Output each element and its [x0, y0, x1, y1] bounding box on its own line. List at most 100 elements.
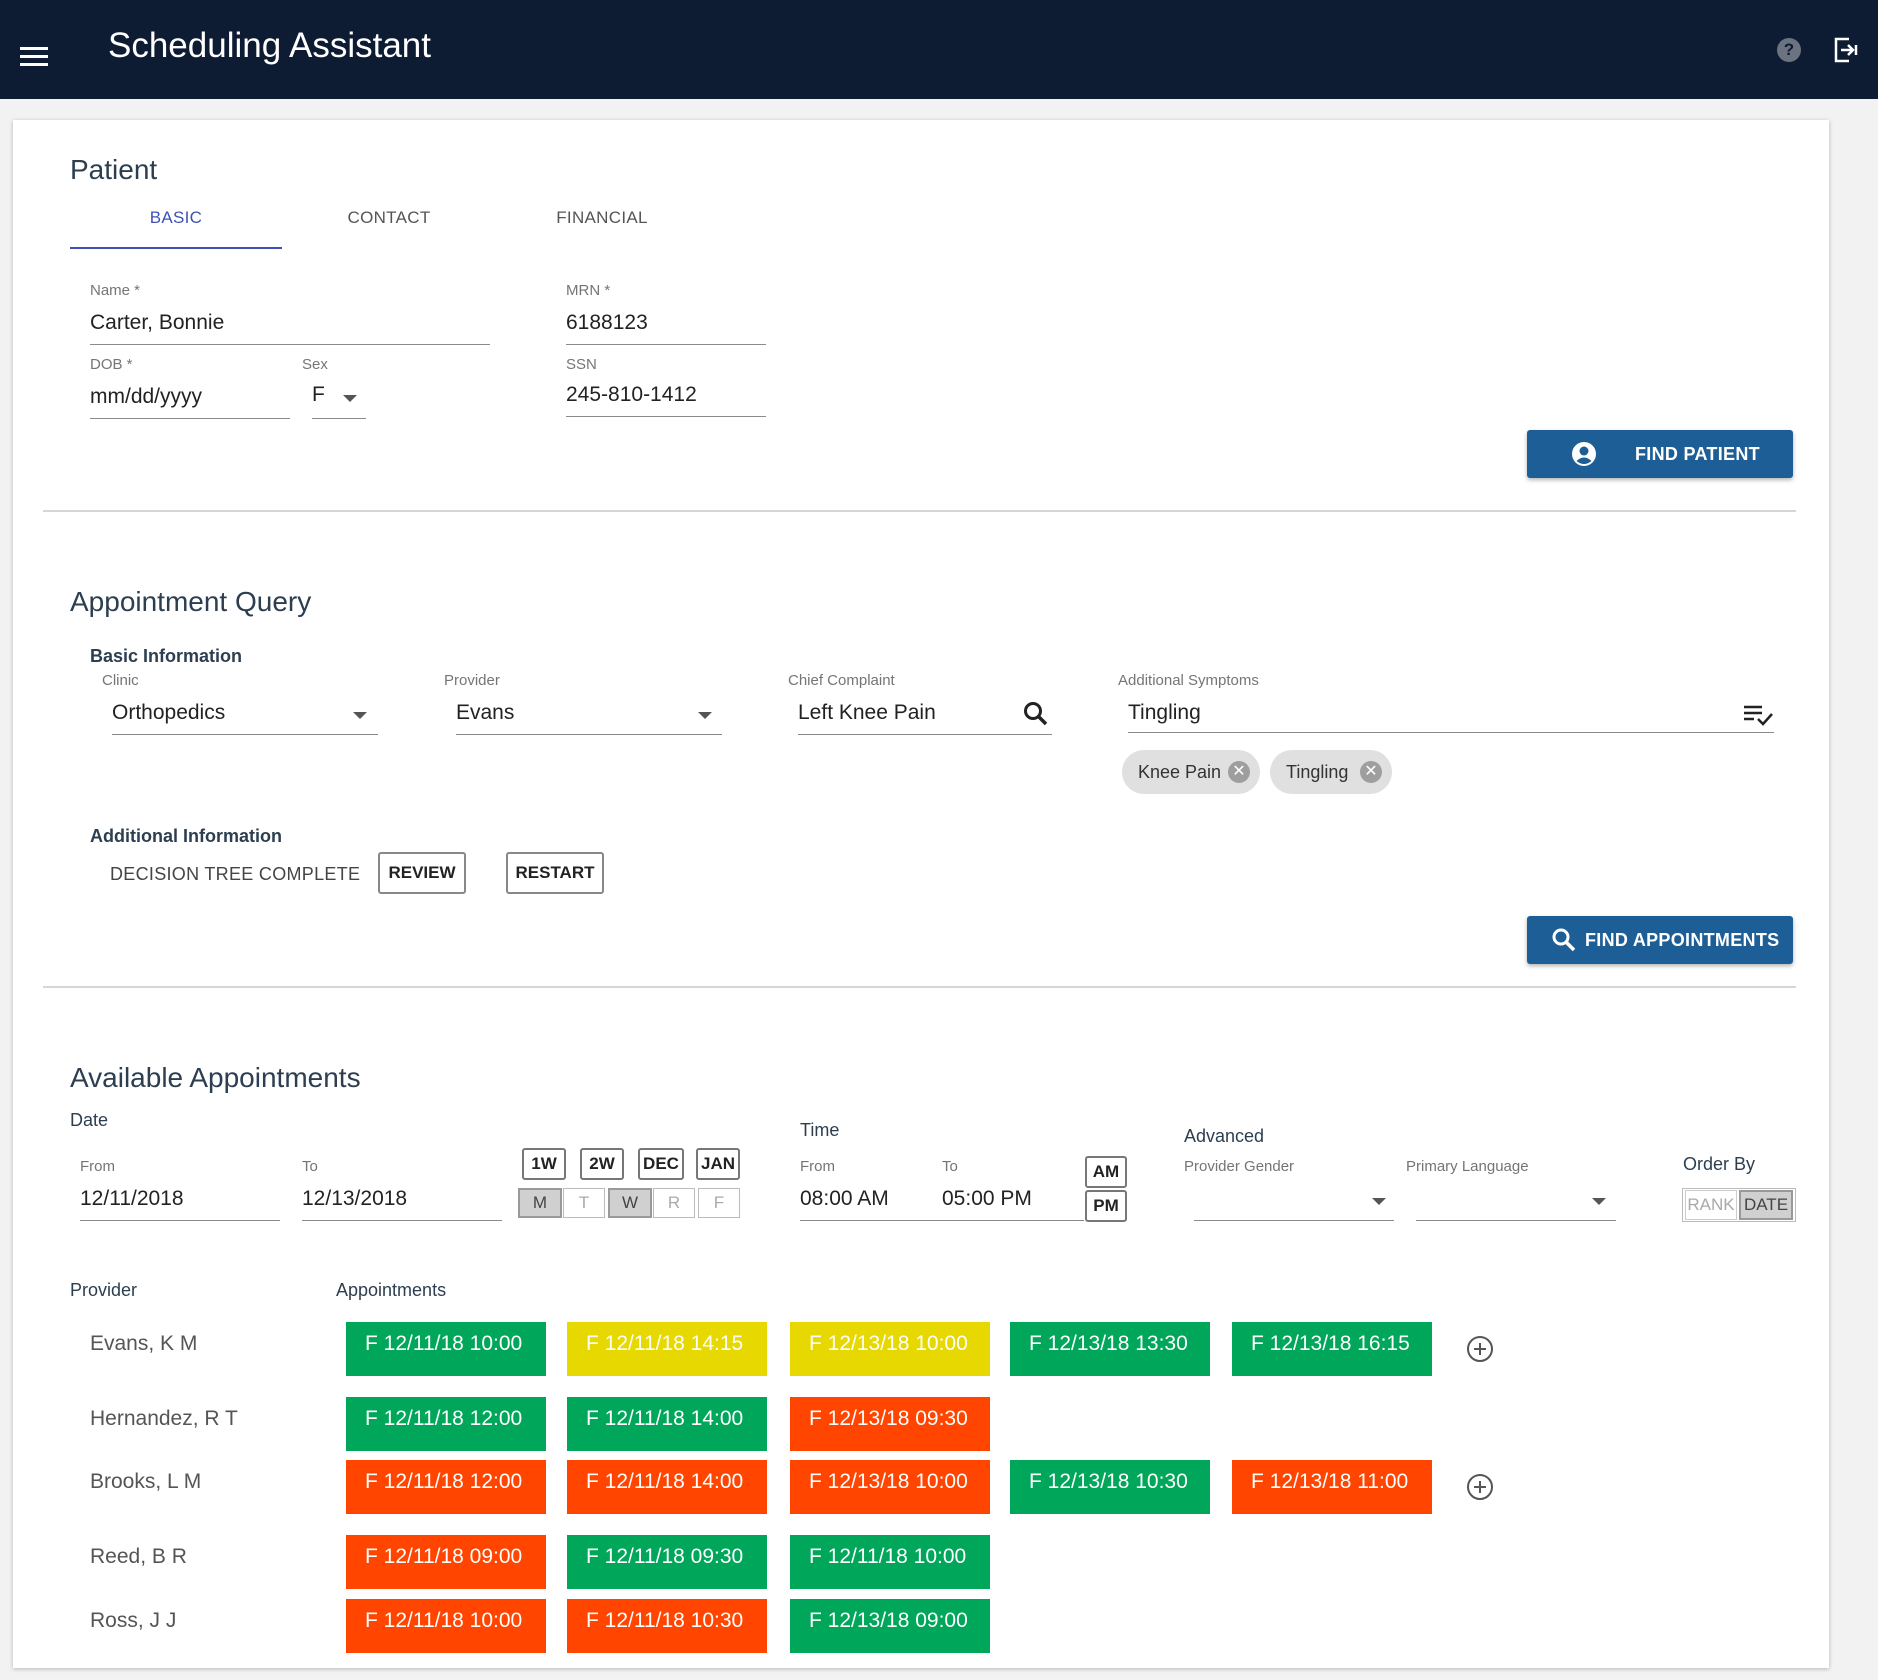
day-toggle-w[interactable]: W [608, 1188, 652, 1218]
appointment-slot-button[interactable]: F 12/11/18 09:00 [346, 1535, 546, 1589]
name-field[interactable]: Carter, Bonnie [90, 311, 225, 334]
name-underline [90, 344, 490, 345]
provider-label: Provider [444, 672, 500, 689]
app-title: Scheduling Assistant [108, 26, 431, 65]
order-rank-toggle[interactable]: RANK [1685, 1190, 1737, 1220]
chevron-down-icon[interactable] [1592, 1198, 1606, 1205]
appointment-slot-button[interactable]: F 12/11/18 14:00 [567, 1397, 767, 1451]
appointment-slot-button[interactable]: F 12/11/18 10:00 [346, 1322, 546, 1376]
find-appointments-button[interactable]: FIND APPOINTMENTS [1527, 916, 1793, 964]
symptom-chip-knee-pain[interactable]: Knee Pain ✕ [1122, 750, 1260, 794]
date-from-input[interactable]: 12/11/2018 [80, 1187, 184, 1210]
close-icon[interactable]: ✕ [1360, 761, 1382, 783]
date-to-input[interactable]: 12/13/2018 [302, 1187, 408, 1210]
sex-select[interactable]: F [312, 383, 325, 406]
find-patient-button[interactable]: FIND PATIENT [1527, 430, 1793, 478]
range-1w-button[interactable]: 1W [522, 1148, 566, 1180]
find-appointments-label: FIND APPOINTMENTS [1585, 930, 1780, 950]
ssn-label: SSN [566, 356, 597, 373]
range-jan-button[interactable]: JAN [696, 1148, 740, 1180]
decision-tree-status: DECISION TREE COMPLETE [110, 864, 361, 884]
am-toggle[interactable]: AM [1085, 1156, 1127, 1188]
appointment-slot-label: F 12/13/18 09:00 [809, 1609, 968, 1632]
time-to-input[interactable]: 05:00 PM [942, 1187, 1032, 1210]
appointment-slot-button[interactable]: F 12/13/18 09:30 [790, 1397, 990, 1451]
chevron-down-icon[interactable] [353, 712, 367, 719]
chevron-down-icon[interactable] [343, 395, 357, 402]
chevron-down-icon[interactable] [698, 712, 712, 719]
range-dec-button[interactable]: DEC [638, 1148, 684, 1180]
appointment-slot-label: F 12/11/18 09:00 [365, 1545, 523, 1568]
sex-underline [312, 418, 366, 419]
exit-icon[interactable] [1834, 37, 1860, 63]
appointment-slot-button[interactable]: F 12/13/18 09:00 [790, 1599, 990, 1653]
gender-label: Provider Gender [1184, 1158, 1295, 1175]
appointments-column-header: Appointments [336, 1280, 447, 1300]
appointment-slot-label: F 12/11/18 10:00 [809, 1545, 967, 1568]
range-2w-button[interactable]: 2W [580, 1148, 624, 1180]
symptoms-input[interactable]: Tingling [1128, 701, 1201, 724]
appointment-slot-button[interactable]: F 12/13/18 16:15 [1232, 1322, 1432, 1376]
appointment-slot-button[interactable]: F 12/11/18 12:00 [346, 1397, 546, 1451]
appointment-slot-button[interactable]: F 12/13/18 10:30 [1010, 1460, 1210, 1514]
appointment-slot-button[interactable]: F 12/11/18 09:30 [567, 1535, 767, 1589]
add-circle-icon[interactable] [1467, 1336, 1493, 1362]
time-heading: Time [800, 1120, 840, 1140]
complaint-input[interactable]: Left Knee Pain [798, 701, 936, 724]
symptoms-underline [1128, 732, 1774, 733]
appointment-slot-button[interactable]: F 12/11/18 12:00 [346, 1460, 546, 1514]
appointment-slot-label: F 12/11/18 10:30 [586, 1609, 744, 1632]
appointment-slot-label: F 12/11/18 10:00 [365, 1609, 523, 1632]
appointment-slot-button[interactable]: F 12/13/18 10:00 [790, 1460, 990, 1514]
ssn-field[interactable]: 245-810-1412 [566, 383, 697, 406]
order-date-toggle[interactable]: DATE [1739, 1190, 1793, 1220]
time-from-label: From [800, 1158, 835, 1175]
close-icon[interactable]: ✕ [1228, 761, 1250, 783]
date-to-underline [302, 1220, 502, 1221]
appointment-slot-label: F 12/11/18 14:00 [586, 1470, 744, 1493]
add-circle-icon[interactable] [1467, 1474, 1493, 1500]
day-toggle-r[interactable]: R [653, 1188, 695, 1218]
appointment-slot-button[interactable]: F 12/11/18 14:00 [567, 1460, 767, 1514]
tab-active-indicator [70, 247, 282, 249]
time-underline [800, 1220, 1084, 1221]
search-icon[interactable] [1022, 700, 1050, 728]
review-button[interactable]: REVIEW [378, 852, 466, 894]
tab-basic[interactable]: BASIC [149, 208, 203, 227]
complaint-label: Chief Complaint [788, 672, 895, 689]
additional-info-heading: Additional Information [90, 826, 282, 846]
language-underline [1416, 1220, 1616, 1221]
tab-contact[interactable]: CONTACT [347, 208, 431, 227]
appointment-slot-button[interactable]: F 12/13/18 11:00 [1232, 1460, 1432, 1514]
restart-button[interactable]: RESTART [506, 852, 604, 894]
appointment-slot-button[interactable]: F 12/11/18 10:00 [346, 1599, 546, 1653]
dob-field[interactable]: mm/dd/yyyy [90, 385, 203, 408]
playlist-check-icon[interactable] [1742, 703, 1774, 727]
clinic-label: Clinic [102, 672, 139, 689]
provider-select[interactable]: Evans [456, 701, 515, 724]
symptoms-label: Additional Symptoms [1118, 672, 1259, 689]
tab-financial[interactable]: FINANCIAL [556, 208, 648, 227]
menu-icon[interactable] [20, 47, 48, 67]
day-toggle-m[interactable]: M [518, 1188, 562, 1218]
appointment-slot-button[interactable]: F 12/11/18 10:30 [567, 1599, 767, 1653]
appointment-slot-button[interactable]: F 12/11/18 14:15 [567, 1322, 767, 1376]
appointment-slot-button[interactable]: F 12/13/18 13:30 [1010, 1322, 1210, 1376]
chevron-down-icon[interactable] [1372, 1198, 1386, 1205]
appointment-slot-button[interactable]: F 12/13/18 10:00 [790, 1322, 990, 1376]
time-from-input[interactable]: 08:00 AM [800, 1187, 889, 1210]
advanced-heading: Advanced [1184, 1126, 1265, 1146]
dob-label: DOB * [90, 356, 133, 373]
pm-toggle[interactable]: PM [1085, 1190, 1127, 1222]
available-section-title: Available Appointments [70, 1062, 361, 1093]
clinic-select[interactable]: Orthopedics [112, 701, 226, 724]
symptom-chip-tingling[interactable]: Tingling ✕ [1270, 750, 1392, 794]
provider-name: Ross, J J [90, 1609, 177, 1632]
language-label: Primary Language [1406, 1158, 1529, 1175]
provider-name: Hernandez, R T [90, 1407, 238, 1430]
appointment-slot-button[interactable]: F 12/11/18 10:00 [790, 1535, 990, 1589]
day-toggle-f[interactable]: F [698, 1188, 740, 1218]
day-toggle-t[interactable]: T [563, 1188, 605, 1218]
help-icon[interactable]: ? [1777, 38, 1801, 62]
mrn-field[interactable]: 6188123 [566, 311, 648, 334]
